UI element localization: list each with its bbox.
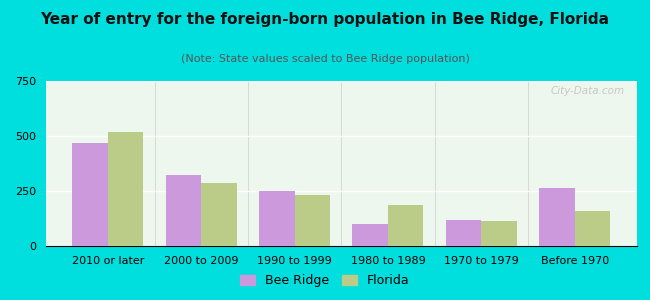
Text: Year of entry for the foreign-born population in Bee Ridge, Florida: Year of entry for the foreign-born popul… [40, 12, 610, 27]
Text: City-Data.com: City-Data.com [551, 86, 625, 96]
Bar [108, 132, 144, 246]
Bar [166, 175, 202, 246]
Text: (Note: State values scaled to Bee Ridge population): (Note: State values scaled to Bee Ridge … [181, 54, 469, 64]
Bar [575, 211, 610, 246]
Bar [481, 221, 517, 246]
Bar [72, 142, 108, 246]
Bar [352, 224, 388, 246]
Bar [388, 205, 423, 246]
Bar [259, 191, 294, 246]
Bar [294, 195, 330, 246]
Bar [539, 188, 575, 246]
Bar [446, 220, 481, 246]
Legend: Bee Ridge, Florida: Bee Ridge, Florida [237, 270, 413, 291]
Bar [202, 183, 237, 246]
